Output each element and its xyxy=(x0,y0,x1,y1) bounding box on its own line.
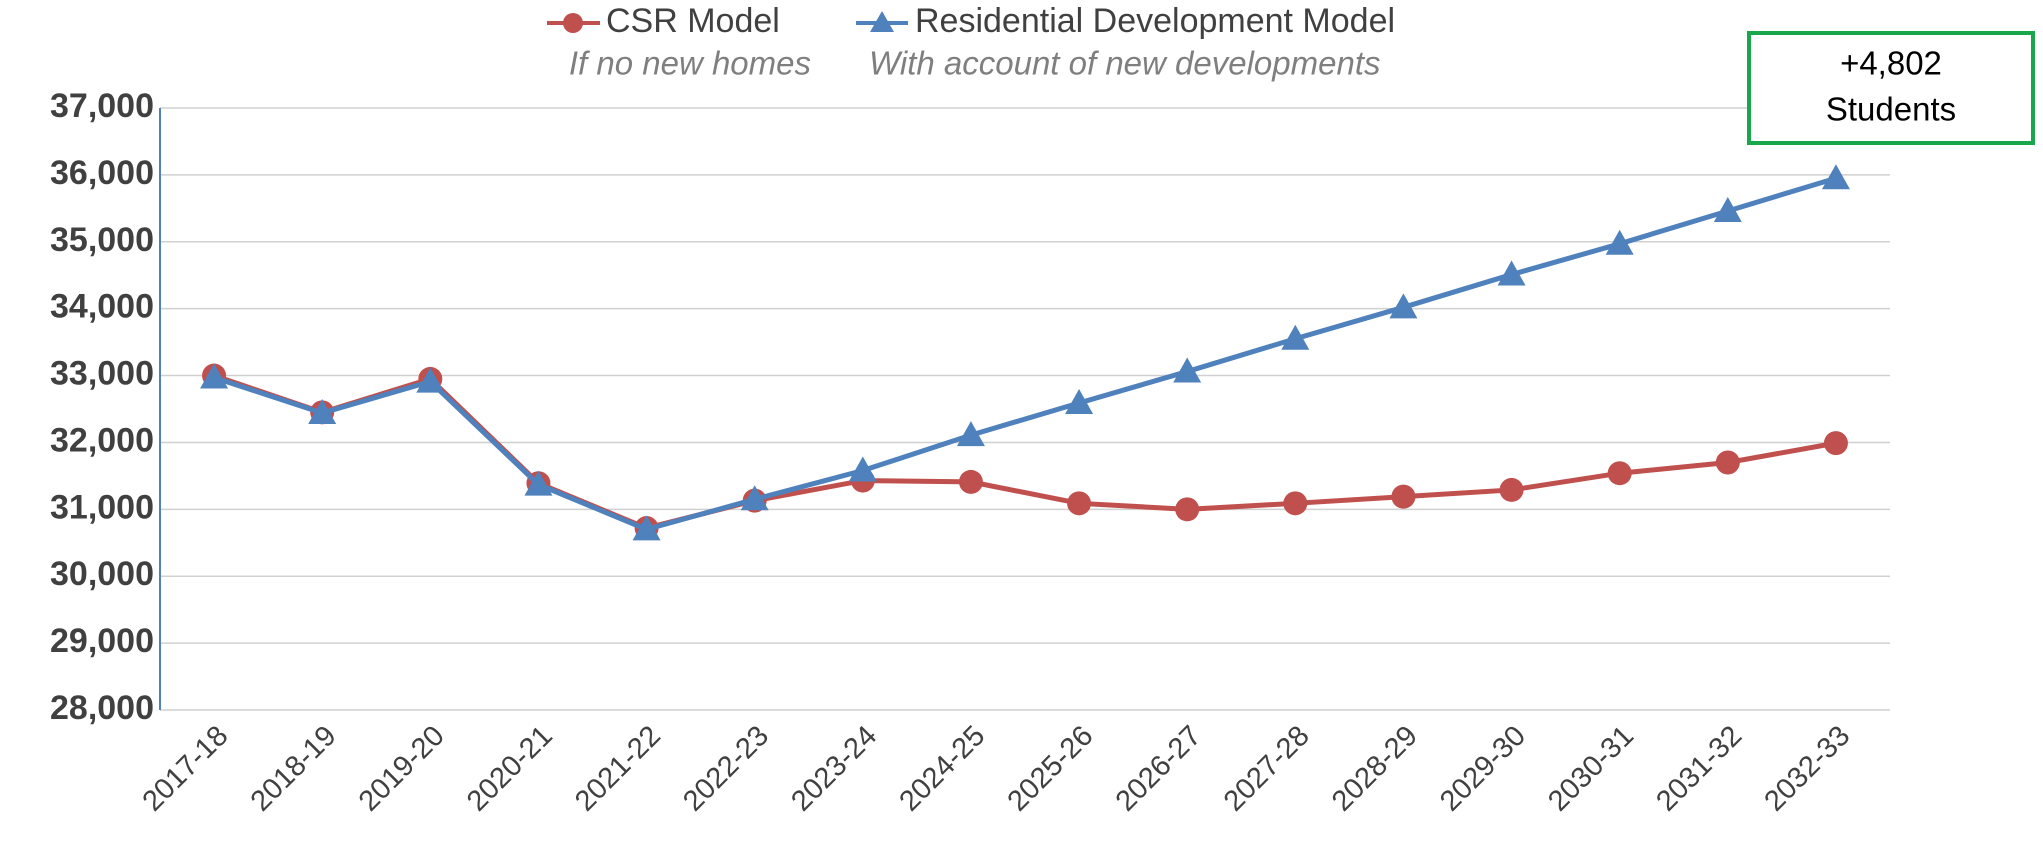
x-tick-label: 2019-20 xyxy=(353,720,451,818)
x-tick-label: 2017-18 xyxy=(137,720,235,818)
x-tick-label: 2027-28 xyxy=(1218,720,1316,818)
marker xyxy=(1822,164,1850,189)
x-tick-label: 2025-26 xyxy=(1002,720,1100,818)
marker xyxy=(1391,485,1415,509)
y-tick-label: 28,000 xyxy=(50,689,154,727)
series-line xyxy=(214,376,1836,529)
x-tick-label: 2022-23 xyxy=(677,720,775,818)
grid xyxy=(160,108,1890,710)
marker xyxy=(959,470,983,494)
x-tick-label: 2023-24 xyxy=(785,720,883,818)
y-tick-label: 32,000 xyxy=(50,421,154,459)
x-tick-label: 2032-33 xyxy=(1758,720,1856,818)
marker xyxy=(1175,497,1199,521)
legend-description: If no new homes xyxy=(569,45,811,82)
x-tick-label: 2029-30 xyxy=(1434,720,1532,818)
chart: CSR Model If no new homes Residential De… xyxy=(0,0,2043,855)
page: {"chart_data": {"type": "line", "categor… xyxy=(0,0,2043,855)
x-tick-label: 2028-29 xyxy=(1326,720,1424,818)
legend-label: Residential Development Model xyxy=(915,2,1395,40)
annotation: Students xyxy=(1826,91,1956,128)
marker xyxy=(1283,491,1307,515)
x-tick-label: 2030-31 xyxy=(1542,720,1640,818)
y-tick-label: 29,000 xyxy=(50,622,154,660)
x-tick-label: 2020-21 xyxy=(461,720,559,818)
x-tick-label: 2018-19 xyxy=(245,720,343,818)
x-tick-label: 2026-27 xyxy=(1110,720,1208,818)
x-tick-label: 2024-25 xyxy=(893,720,991,818)
marker xyxy=(1716,451,1740,475)
y-tick-label: 31,000 xyxy=(50,488,154,526)
legend-marker xyxy=(563,13,583,33)
legend-label: CSR Model xyxy=(606,2,780,40)
y-tick-label: 37,000 xyxy=(50,87,154,125)
annotation: +4,802 xyxy=(1840,45,1942,82)
y-tick-label: 33,000 xyxy=(50,355,154,393)
x-tick-label: 2031-32 xyxy=(1650,720,1748,818)
marker xyxy=(1824,431,1848,455)
y-tick-label: 35,000 xyxy=(50,221,154,259)
legend: CSR Model If no new homes Residential De… xyxy=(547,2,1395,82)
y-tick-label: 34,000 xyxy=(50,288,154,326)
marker xyxy=(1500,478,1524,502)
y-tick-label: 30,000 xyxy=(50,555,154,593)
marker xyxy=(1608,461,1632,485)
legend-description: With account of new developments xyxy=(869,45,1380,82)
y-tick-label: 36,000 xyxy=(50,154,154,192)
marker xyxy=(1067,491,1091,515)
x-tick-label: 2021-22 xyxy=(569,720,667,818)
